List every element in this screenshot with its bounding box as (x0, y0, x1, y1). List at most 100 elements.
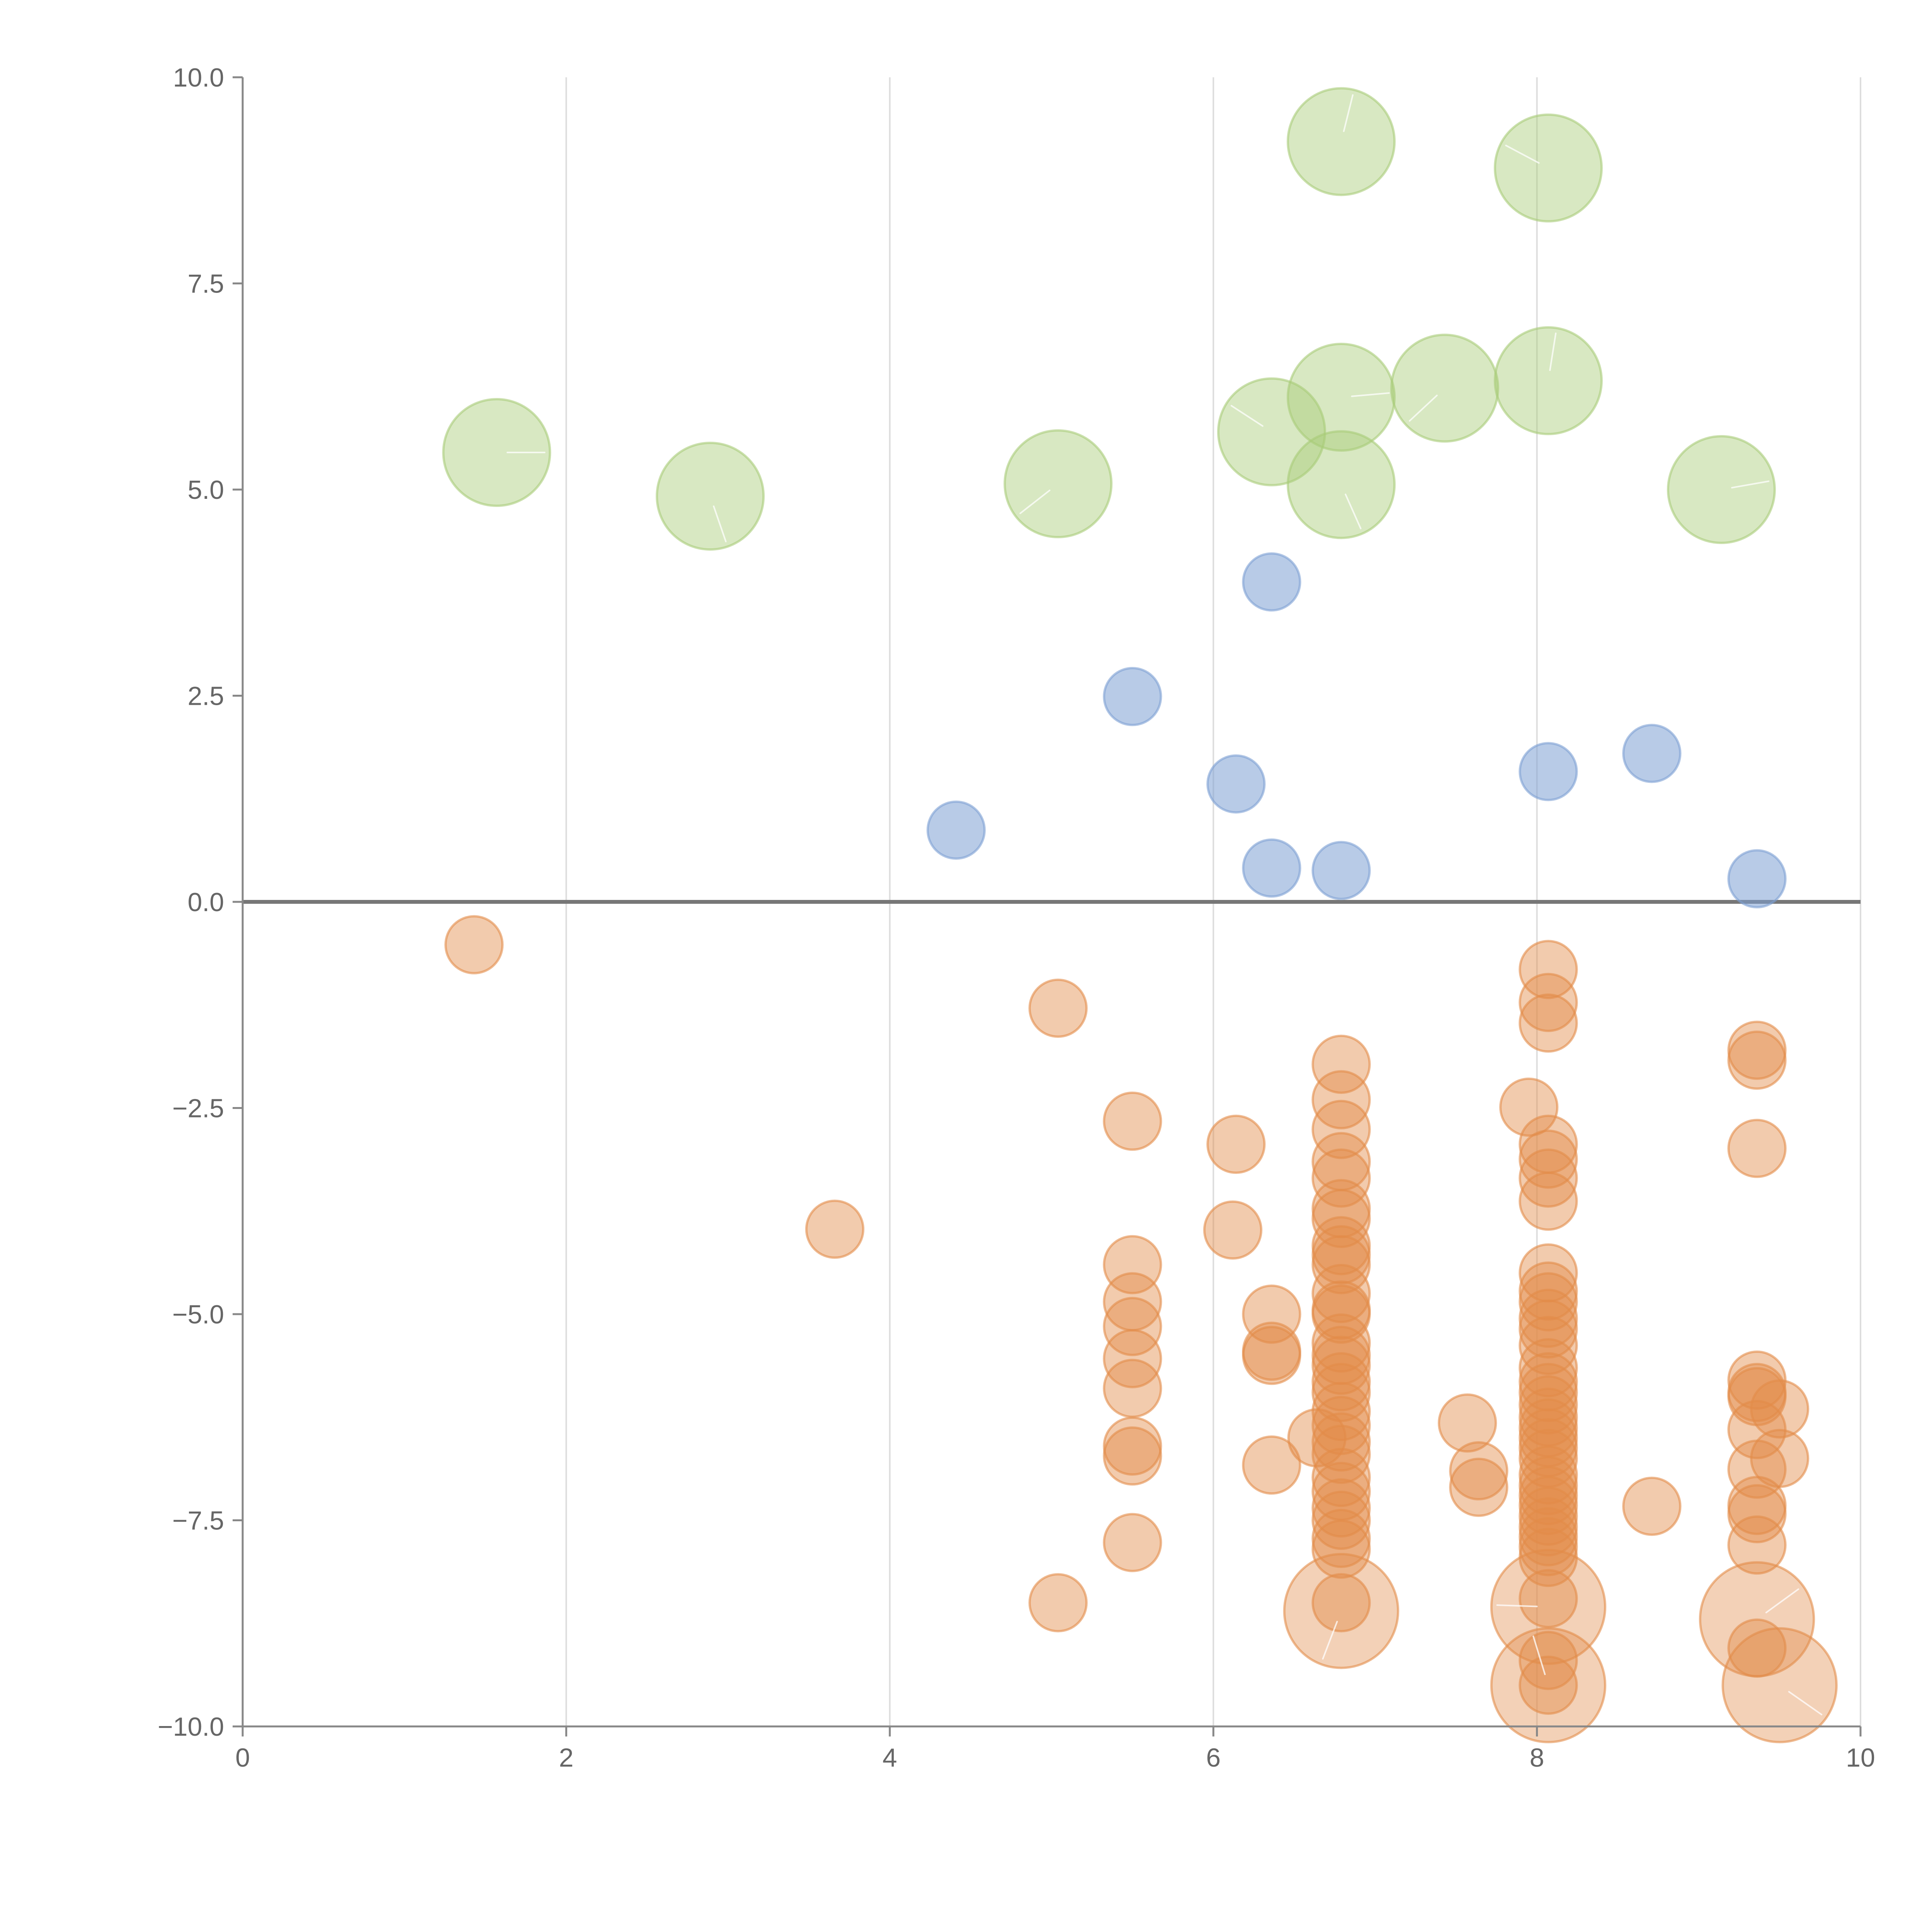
data-point (1311, 1264, 1371, 1323)
data-point (1727, 1119, 1787, 1178)
data-point (1242, 1435, 1301, 1495)
data-point (1206, 1114, 1266, 1174)
data-point (1519, 1363, 1578, 1422)
data-point (1242, 552, 1301, 612)
data-point (1103, 1329, 1162, 1388)
bubble-glint (1788, 1691, 1823, 1716)
bubble-glint (1019, 490, 1051, 514)
x-tick-label: 0 (235, 1743, 250, 1772)
series-green (442, 87, 1776, 551)
data-point (1311, 1412, 1371, 1472)
bubble-glint (1322, 1621, 1338, 1660)
data-point (1493, 113, 1603, 223)
y-tick-label: 0.0 (187, 888, 224, 917)
data-point (1311, 1363, 1371, 1422)
data-point (1286, 342, 1396, 452)
data-point (1519, 973, 1578, 1032)
data-point (1028, 1573, 1088, 1633)
x-tick-label: 8 (1530, 1743, 1544, 1772)
data-point (1721, 1627, 1838, 1743)
bubble-glint (1532, 1635, 1546, 1675)
data-point (1449, 1458, 1509, 1517)
bubble-glint (1505, 145, 1540, 164)
data-point (1103, 1426, 1162, 1486)
data-point (1490, 1627, 1607, 1743)
data-point (1449, 1441, 1509, 1501)
data-point (1311, 1189, 1371, 1248)
data-point (1311, 1216, 1371, 1276)
y-tick-label: −2.5 (172, 1094, 224, 1123)
data-point (1667, 435, 1776, 544)
data-point (1519, 993, 1578, 1053)
data-point (442, 398, 551, 507)
x-tick-label: 6 (1206, 1743, 1221, 1772)
data-point (1311, 1519, 1371, 1579)
series-orange (444, 915, 1810, 1715)
data-point (1750, 1429, 1810, 1488)
bubble-glint (1343, 94, 1354, 132)
data-point (1519, 1375, 1578, 1435)
bubble-glint (1496, 1604, 1538, 1607)
data-point (1283, 1553, 1400, 1669)
data-point (1203, 1200, 1263, 1260)
bubble-layer (442, 87, 1838, 1743)
y-tick-label: 5.0 (187, 475, 224, 505)
data-point (1206, 754, 1266, 814)
y-tick-label: −5.0 (172, 1300, 224, 1329)
data-point (1727, 1031, 1787, 1090)
data-point (1103, 1359, 1162, 1418)
y-tick-label: 2.5 (187, 682, 224, 711)
data-point (1390, 333, 1499, 443)
data-point (805, 1199, 865, 1259)
x-tick-label: 10 (1846, 1743, 1875, 1772)
data-point (1727, 1484, 1787, 1544)
bubble-glint (1765, 1588, 1799, 1614)
data-point (1519, 1569, 1578, 1628)
data-point (1286, 430, 1396, 539)
bubble-glint (1230, 405, 1264, 427)
bubble-glint (1731, 480, 1770, 489)
data-point (1242, 1284, 1301, 1344)
data-point (1311, 1425, 1371, 1484)
bubble-glint (1409, 395, 1438, 422)
data-point (444, 915, 504, 975)
data-point (1311, 1382, 1371, 1441)
data-point (1103, 1235, 1162, 1294)
data-point (1311, 1447, 1371, 1507)
series-orange-large (1283, 1549, 1838, 1743)
x-tick-label: 4 (883, 1743, 897, 1772)
data-point (1519, 1655, 1578, 1715)
bubble-glint (713, 505, 727, 543)
series-blue (926, 552, 1787, 908)
data-point (1028, 978, 1088, 1038)
data-point (656, 442, 765, 551)
data-point (1622, 1476, 1682, 1536)
data-point (1727, 1515, 1787, 1575)
data-point (1103, 1513, 1162, 1572)
data-point (1311, 1148, 1371, 1208)
data-point (1519, 1129, 1578, 1189)
data-point (1519, 1272, 1578, 1332)
data-point (1311, 1478, 1371, 1538)
data-point (1727, 849, 1787, 908)
data-point (1622, 724, 1682, 783)
data-point (1519, 742, 1578, 801)
y-tick-label: −7.5 (172, 1506, 224, 1536)
x-tick-label: 2 (559, 1743, 573, 1772)
data-point (1519, 1338, 1578, 1398)
data-point (1311, 1034, 1371, 1094)
bubble-glint (1351, 392, 1390, 397)
data-point (1519, 940, 1578, 999)
data-point (1519, 1631, 1578, 1690)
data-point (1003, 429, 1113, 539)
data-point (1437, 1393, 1497, 1453)
data-point (1519, 1172, 1578, 1231)
data-point (1519, 1148, 1578, 1208)
y-tick-label: 7.5 (187, 269, 224, 299)
data-point (926, 800, 986, 860)
data-point (1493, 326, 1603, 435)
data-point (1519, 1316, 1578, 1375)
data-point (1311, 1100, 1371, 1159)
data-point (1242, 838, 1301, 898)
